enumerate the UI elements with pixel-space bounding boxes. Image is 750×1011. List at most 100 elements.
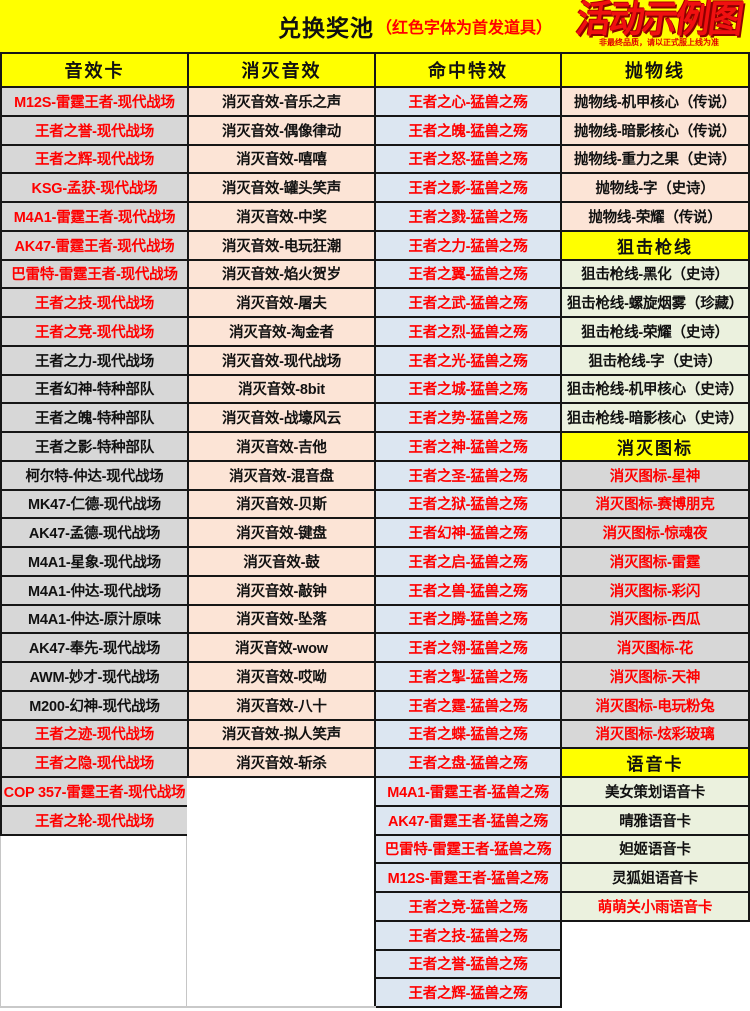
table-cell: AK47-奉先-现代战场: [0, 634, 187, 663]
table-cell: M4A1-雷霆王者-现代战场: [0, 203, 187, 232]
section-header-cell: 消灭图标: [560, 433, 750, 462]
table-cell: 消灭音效-嘻嘻: [187, 145, 374, 175]
table-cell: 王者之影-猛兽之殇: [374, 174, 560, 203]
table-cell: 王者幻神-猛兽之殇: [374, 519, 560, 548]
table-cell: 妲姬语音卡: [560, 835, 750, 865]
table-cell: MK47-仁德-现代战场: [0, 490, 187, 520]
table-cell: 巴雷特-雷霆王者-现代战场: [0, 260, 187, 290]
page-title-note: （红色字体为首发道具）: [375, 20, 552, 37]
table-cell: 消灭音效-吉他: [187, 433, 374, 462]
column-header: 抛物线: [560, 52, 750, 88]
table-cell: 柯尔特-仲达-现代战场: [0, 461, 187, 491]
column-elimination-sound: 消灭音效 消灭音效-音乐之声 消灭音效-偶像律动 消灭音效-嘻嘻 消灭音效-罐头笑声 消灭…: [187, 52, 374, 778]
table-cell: 抛物线-字（史诗）: [560, 174, 750, 203]
table-cell: 王者之烈-猛兽之殇: [374, 318, 560, 347]
table-cell: M200-幻神-现代战场: [0, 691, 187, 721]
table-cell: 消灭图标-天神: [560, 663, 750, 692]
grid-bottom-line: [0, 1006, 376, 1008]
table-cell: 消灭音效-贝斯: [187, 490, 374, 520]
table-cell: M12S-雷霆王者-猛兽之殇: [374, 864, 560, 893]
table-cell: 王者之辉-现代战场: [0, 145, 187, 175]
table-cell: 王者之竞-现代战场: [0, 318, 187, 347]
column-header: 音效卡: [0, 52, 187, 88]
table-cell: 消灭音效-八十: [187, 691, 374, 721]
table-cell: 王者之隐-现代战场: [0, 749, 187, 778]
table-cell: 美女策划语音卡: [560, 778, 750, 807]
table-cell: 消灭音效-音乐之声: [187, 88, 374, 117]
table-cell: 消灭音效-屠夫: [187, 289, 374, 318]
table-cell: AK47-孟德-现代战场: [0, 519, 187, 548]
table-cell: 王者之技-现代战场: [0, 289, 187, 318]
table-cell: M4A1-雷霆王者-猛兽之殇: [374, 778, 560, 807]
table-cell: 抛物线-机甲核心（传说）: [560, 88, 750, 117]
activity-example-logo: 活动示例图 非最终品质，请以正式服上线为准: [570, 0, 748, 51]
table-cell: M12S-雷霆王者-现代战场: [0, 88, 187, 117]
table-cell: AK47-雷霆王者-现代战场: [0, 231, 187, 261]
table-cell: 王者之誉-现代战场: [0, 116, 187, 146]
column-header: 消灭音效: [187, 52, 374, 88]
table-cell: 抛物线-荣耀（传说）: [560, 203, 750, 232]
table-cell: 王者之光-猛兽之殇: [374, 346, 560, 376]
table-cell: 消灭音效-焰火贺岁: [187, 260, 374, 290]
table-cell: 狙击枪线-黑化（史诗）: [560, 260, 750, 290]
table-cell: 王者之翎-猛兽之殇: [374, 634, 560, 663]
table-cell: 王者之霆-猛兽之殇: [374, 691, 560, 721]
table-cell: 消灭音效-现代战场: [187, 346, 374, 376]
table-cell: M4A1-星象-现代战场: [0, 548, 187, 577]
table-cell: 狙击枪线-荣耀（史诗）: [560, 318, 750, 347]
table-cell: 王者之圣-猛兽之殇: [374, 461, 560, 491]
table-cell: 消灭音效-敲钟: [187, 576, 374, 606]
section-header-cell: 狙击枪线: [560, 231, 750, 261]
table-cell: 灵狐姐语音卡: [560, 864, 750, 893]
table-cell: 狙击枪线-字（史诗）: [560, 346, 750, 376]
table-cell: M4A1-仲达-原汁原味: [0, 605, 187, 635]
table-cell: 王者之誉-猛兽之殇: [374, 950, 560, 980]
table-cell: 王者之怒-猛兽之殇: [374, 145, 560, 175]
table-cell: 消灭图标-花: [560, 634, 750, 663]
table-cell: 王者之盘-猛兽之殇: [374, 749, 560, 778]
column-divider-line: [560, 921, 562, 1008]
table-cell: 消灭图标-彩闪: [560, 576, 750, 606]
table-cell: AWM-妙才-现代战场: [0, 663, 187, 692]
table-cell: 消灭图标-雷霆: [560, 548, 750, 577]
table-cell: 王者之轮-现代战场: [0, 806, 187, 836]
table-cell: 消灭音效-键盘: [187, 519, 374, 548]
table-cell: 晴雅语音卡: [560, 806, 750, 836]
table-cell: 消灭音效-哎呦: [187, 663, 374, 692]
table-cell: 消灭音效-罐头笑声: [187, 174, 374, 203]
table-cell: 王者之武-猛兽之殇: [374, 289, 560, 318]
table-cell: 王者之竞-猛兽之殇: [374, 893, 560, 922]
table-cell: 王者之蝶-猛兽之殇: [374, 720, 560, 750]
table-cell: 王者之力-现代战场: [0, 346, 187, 376]
table-cell: 王者之技-猛兽之殇: [374, 921, 560, 951]
table-cell: 王者之掣-猛兽之殇: [374, 663, 560, 692]
table-cell: 消灭音效-战壕风云: [187, 404, 374, 433]
logo-text: 活动示例图: [573, 0, 745, 41]
table-cell: KSG-孟获-现代战场: [0, 174, 187, 203]
table-cell: 狙击枪线-螺旋烟雾（珍藏）: [560, 289, 750, 318]
table-cell: 王者之戮-猛兽之殇: [374, 203, 560, 232]
table-cell: 王者之神-猛兽之殇: [374, 433, 560, 462]
table-cell: 王者之辉-猛兽之殇: [374, 979, 560, 1008]
table-cell: 消灭音效-wow: [187, 634, 374, 663]
table-cell: 王者之魄-猛兽之殇: [374, 116, 560, 146]
section-header-cell: 语音卡: [560, 749, 750, 778]
table-cell: 消灭图标-赛博朋克: [560, 490, 750, 520]
table-cell: 消灭音效-坠落: [187, 605, 374, 635]
table-cell: 王者之魄-特种部队: [0, 404, 187, 433]
table-cell: 狙击枪线-暗影核心（史诗）: [560, 404, 750, 433]
table-cell: 王者之兽-猛兽之殇: [374, 576, 560, 606]
table-cell: 消灭图标-西瓜: [560, 605, 750, 635]
table-cell: M4A1-仲达-现代战场: [0, 576, 187, 606]
table-cell: 王者之影-特种部队: [0, 433, 187, 462]
table-cell: 巴雷特-雷霆王者-猛兽之殇: [374, 835, 560, 865]
table-cell: 王者之狱-猛兽之殇: [374, 490, 560, 520]
table-cell: 消灭音效-拟人笑声: [187, 720, 374, 750]
table-cell: 消灭图标-电玩粉兔: [560, 691, 750, 721]
page-title-text: 兑换奖池: [277, 15, 374, 41]
table-cell: COP 357-雷霆王者-现代战场: [0, 778, 187, 807]
table-cell: 消灭图标-惊魂夜: [560, 519, 750, 548]
table-cell: 王者之迹-现代战场: [0, 720, 187, 750]
table-cell: 王者幻神-特种部队: [0, 375, 187, 405]
column-sound-effect-card: 音效卡 M12S-雷霆王者-现代战场 王者之誉-现代战场 王者之辉-现代战场 KSG-孟…: [0, 52, 187, 836]
